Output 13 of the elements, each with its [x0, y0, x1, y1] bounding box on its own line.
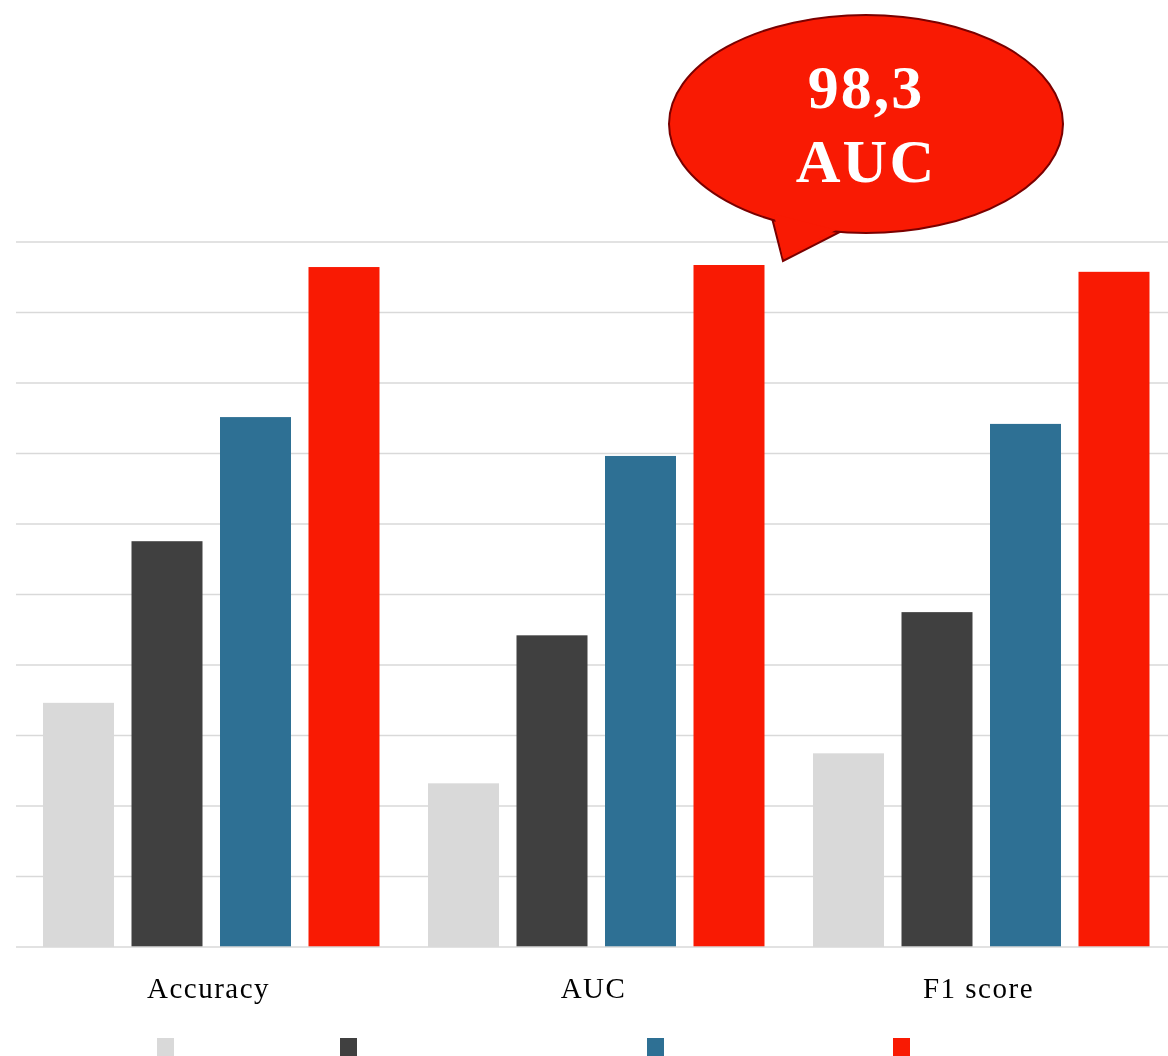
bar: [901, 612, 973, 947]
bar: [308, 267, 380, 947]
bar: [1078, 271, 1150, 947]
bar: [220, 417, 291, 947]
bar: [605, 455, 676, 947]
x-tick-label: F1 score: [922, 972, 1035, 1004]
text: 98,3 AUC: [795, 53, 937, 195]
bar: [516, 635, 588, 947]
bar: [131, 541, 203, 947]
bar: [990, 423, 1061, 947]
x-tick-label: Accuracy: [146, 972, 271, 1004]
bar: [693, 265, 765, 947]
x-tick-label: AUC: [560, 972, 627, 1004]
